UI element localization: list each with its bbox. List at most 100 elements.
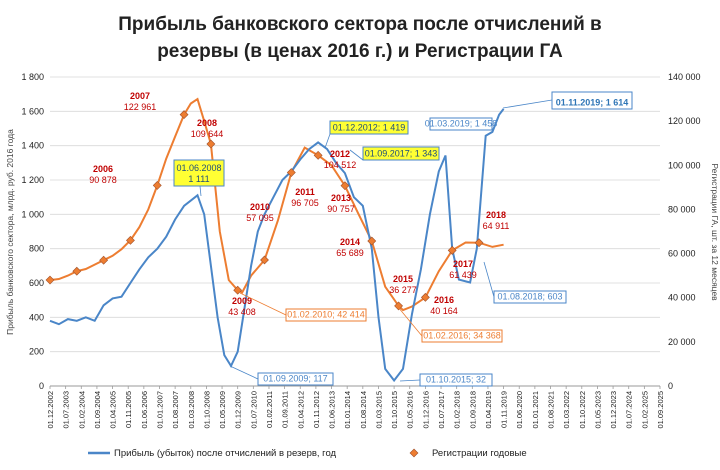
y-tick-right: 100 000	[668, 160, 701, 170]
x-tick-label: 01.05.2016	[406, 391, 415, 429]
callout-box	[493, 290, 567, 304]
year-label: 2008	[197, 118, 217, 128]
year-value-label: 96 705	[291, 198, 319, 208]
callout-box	[429, 117, 493, 131]
y-tick-right: 80 000	[668, 204, 696, 214]
year-value-label: 65 689	[336, 248, 364, 258]
callout-text: 01.11.2019; 1 614	[556, 98, 629, 108]
registration-marker	[233, 285, 243, 295]
registration-marker	[206, 139, 216, 149]
legend-marker-swatch	[409, 448, 419, 458]
callout-text: 01.12.2012; 1 419	[333, 123, 406, 133]
x-tick-label: 01.12.2002	[46, 391, 55, 429]
registration-marker	[72, 266, 82, 276]
y-axis-right-label: Регистрации ГА, шт. за 12 месяцев	[710, 163, 720, 301]
year-label: 2012	[330, 149, 350, 159]
x-tick-label: 01.06.2013	[328, 391, 337, 429]
x-tick-label: 01.12.2009	[234, 391, 243, 429]
year-value-label: 104 512	[324, 160, 357, 170]
y-axis-left: 0 200 400 600 800 1 000 1 200 1 400 1 600 1 800	[21, 72, 44, 391]
y-tick-left: 1 600	[21, 106, 44, 116]
x-tick-label: 01.07.2010	[249, 391, 258, 429]
x-tick-label: 01.10.2022	[578, 391, 587, 429]
callout-leader	[324, 133, 331, 149]
year-value-label: 40 164	[430, 306, 458, 316]
legend: Прибыль (убыток) после отчислений в резе…	[88, 448, 527, 459]
x-tick-label: 01.04.2005	[109, 391, 118, 429]
callout-box	[362, 146, 440, 161]
callout-leader	[229, 365, 259, 380]
registration-marker	[286, 168, 296, 177]
y-tick-right: 140 000	[668, 72, 701, 82]
callout-text: 01.10.2015; 32	[426, 375, 486, 385]
callout-text: 01.02.2010; 42 414	[287, 310, 365, 320]
x-tick-label: 01.10.2015	[390, 391, 399, 429]
x-tick-label: 01.07.2024	[625, 391, 634, 429]
registration-marker	[99, 255, 109, 265]
y-tick-right: 0	[668, 381, 673, 391]
x-tick-label: 01.03.2008	[187, 391, 196, 429]
callout-leader	[399, 379, 421, 382]
chart-title-line2: резервы (в ценах 2016 г.) и Регистрации …	[157, 41, 563, 62]
y-tick-left: 800	[29, 244, 44, 254]
registration-marker	[447, 245, 457, 255]
x-tick-label: 01.04.2019	[484, 391, 493, 429]
registration-marker	[260, 255, 269, 265]
x-tick-label: 01.11.2005	[124, 391, 133, 428]
year-label: 2009	[232, 296, 252, 306]
year-label: 2011	[295, 187, 315, 197]
year-value-label: 90 878	[89, 175, 117, 185]
registration-marker	[340, 181, 350, 191]
x-tick-label: 01.09.2004	[93, 391, 102, 429]
y-tick-left: 0	[39, 381, 44, 391]
callout-text: 01.09.2009; 117	[263, 374, 327, 384]
x-tick-label: 01.05.2023	[593, 391, 602, 429]
y-tick-left: 1 200	[21, 175, 44, 185]
x-tick-label: 01.08.2014	[359, 391, 368, 429]
callout-text: 01.08.2018; 603	[497, 292, 562, 302]
x-tick-label: 01.02.2025	[640, 391, 649, 429]
x-tick-label: 01.05.2009	[218, 391, 227, 429]
x-tick-label: 01.07.2003	[62, 391, 71, 429]
year-label: 2010	[250, 202, 270, 212]
registration-marker	[474, 238, 484, 248]
x-tick-label: 01.10.2008	[202, 391, 211, 429]
series-line-profit	[49, 108, 505, 383]
year-label: 2007	[130, 91, 150, 101]
year-label: 2017	[453, 259, 473, 269]
y-tick-right: 60 000	[668, 249, 696, 259]
y-tick-right: 20 000	[668, 337, 696, 347]
x-tick-label: 01.09.2025	[656, 391, 665, 429]
year-value-label: 122 961	[124, 102, 157, 112]
x-tick-label: 01.01.2021	[531, 391, 540, 429]
y-axis-right: 0 20 000 40 000 60 000 80 000 100 000 120 000 1…	[668, 72, 701, 391]
y-tick-right: 40 000	[668, 293, 696, 303]
x-tick-label: 01.04.2012	[296, 391, 305, 429]
y-tick-left: 200	[29, 347, 44, 357]
registration-marker	[179, 110, 189, 120]
x-tick-label: 01.11.2012	[312, 391, 321, 428]
y-tick-right: 120 000	[668, 116, 701, 126]
callout-leader	[239, 292, 287, 316]
y-tick-left: 600	[29, 278, 44, 288]
year-value-label: 90 757	[327, 204, 355, 214]
x-tick-label: 01.06.2006	[140, 391, 149, 429]
registration-marker	[313, 150, 323, 160]
x-tick-label: 01.02.2018	[453, 391, 462, 429]
registration-marker	[126, 235, 135, 245]
gridlines	[50, 76, 660, 387]
x-tick-label: 01.12.2023	[609, 391, 618, 429]
year-value-label: 64 911	[483, 221, 510, 231]
x-tick-label: 01.09.2011	[281, 391, 290, 428]
x-tick-label: 01.02.2011	[265, 391, 274, 428]
callout-box	[173, 159, 225, 187]
callout-text: 01.09.2017; 1 343	[365, 149, 438, 159]
callout-box	[419, 373, 493, 387]
x-tick-label: 01.01.2014	[343, 391, 352, 429]
y-axis-left-label: Прибыль банковского сектора, млрд. руб. …	[5, 129, 15, 335]
year-label: 2018	[486, 210, 506, 220]
year-value-label: 36 277	[389, 285, 417, 295]
y-tick-left: 1 400	[21, 141, 44, 151]
